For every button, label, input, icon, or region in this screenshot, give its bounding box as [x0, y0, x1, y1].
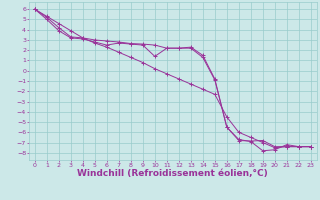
X-axis label: Windchill (Refroidissement éolien,°C): Windchill (Refroidissement éolien,°C) [77, 169, 268, 178]
